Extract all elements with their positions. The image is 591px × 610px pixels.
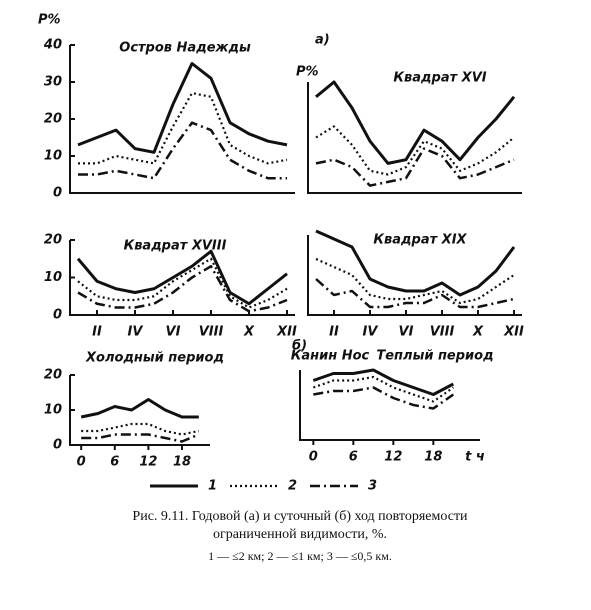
- chart-title: Квадрат XIX: [373, 233, 467, 248]
- series-line: [315, 257, 515, 305]
- series-line: [77, 257, 288, 309]
- caption: Рис. 9.11. Годовой (а) и суточный (б) хо…: [132, 509, 468, 524]
- series-line: [315, 147, 515, 187]
- chart-title: Холодный период: [85, 351, 224, 366]
- series-line: [81, 422, 200, 436]
- annotation: Канин Нос: [291, 349, 370, 364]
- series-line: [80, 398, 199, 419]
- x-tick-label: IV: [128, 325, 144, 340]
- chart-title: Остров Надежды: [119, 41, 251, 56]
- series-line: [76, 249, 288, 306]
- series-line: [81, 433, 200, 443]
- series-line: [312, 368, 455, 396]
- x-tick-label: VI: [166, 325, 181, 340]
- x-tick-label: X: [472, 325, 484, 340]
- panel-label: а): [315, 33, 330, 48]
- panel-label: б): [292, 339, 307, 354]
- x-tick-label: II: [329, 325, 339, 340]
- axis-line: [307, 82, 522, 194]
- y-tick-label: 0: [53, 186, 62, 201]
- chart-title: Квадрат XVI: [393, 71, 486, 86]
- y-tick-label: 30: [44, 75, 62, 90]
- x-tick-label: 12: [139, 455, 157, 470]
- x-tick-label: VI: [399, 325, 414, 340]
- series-line: [315, 80, 516, 165]
- caption: 1 — ≤2 км; 2 — ≤1 км; 3 — ≤0,5 км.: [208, 549, 392, 563]
- y-tick-label: 20: [44, 112, 62, 127]
- x-tick-label: VIII: [199, 325, 224, 340]
- x-tick-label: VIII: [430, 325, 455, 340]
- x-tick-label: 0: [309, 450, 318, 465]
- y-tick-label: 20: [44, 233, 62, 248]
- series-line: [77, 62, 288, 154]
- series-line: [78, 92, 288, 165]
- y-tick-label: 10: [44, 403, 62, 418]
- series-line: [315, 278, 515, 309]
- axis-line: [307, 235, 522, 316]
- y-tick-label: 10: [44, 149, 62, 164]
- x-axis-label: t ч: [465, 450, 485, 465]
- x-tick-label: X: [243, 325, 255, 340]
- x-tick-label: 18: [173, 455, 191, 470]
- y-tick-label: 0: [53, 308, 62, 323]
- x-tick-label: XII: [276, 325, 297, 340]
- legend-label: 3: [368, 479, 377, 494]
- axis-line: [69, 375, 210, 446]
- y-tick-label: 20: [44, 368, 62, 383]
- y-tick-label: 40: [43, 38, 62, 53]
- series-line: [315, 229, 516, 297]
- series-line: [315, 125, 515, 176]
- x-tick-label: 6: [349, 450, 358, 465]
- axis-line: [69, 45, 295, 194]
- chart-title: Квадрат XVIII: [124, 239, 227, 254]
- x-tick-label: 18: [424, 450, 442, 465]
- y-tick-label: 10: [44, 270, 62, 285]
- x-tick-label: XII: [503, 325, 524, 340]
- x-tick-label: IV: [363, 325, 379, 340]
- series-line: [78, 121, 287, 180]
- y-tick-label: 0: [53, 438, 62, 453]
- y-axis-label: P%: [38, 13, 61, 28]
- axis-line: [299, 370, 480, 441]
- x-tick-label: II: [92, 325, 102, 340]
- chart-title: Теплый период: [376, 349, 493, 364]
- legend-label: 1: [208, 479, 217, 494]
- series-line: [312, 375, 454, 403]
- legend-label: 2: [288, 479, 297, 494]
- x-tick-label: 6: [110, 455, 119, 470]
- x-tick-label: 0: [77, 455, 86, 470]
- caption: ограниченной видимости, %.: [213, 527, 387, 542]
- series-line: [313, 386, 455, 410]
- y-axis-label: P%: [296, 65, 319, 80]
- x-tick-label: 12: [384, 450, 402, 465]
